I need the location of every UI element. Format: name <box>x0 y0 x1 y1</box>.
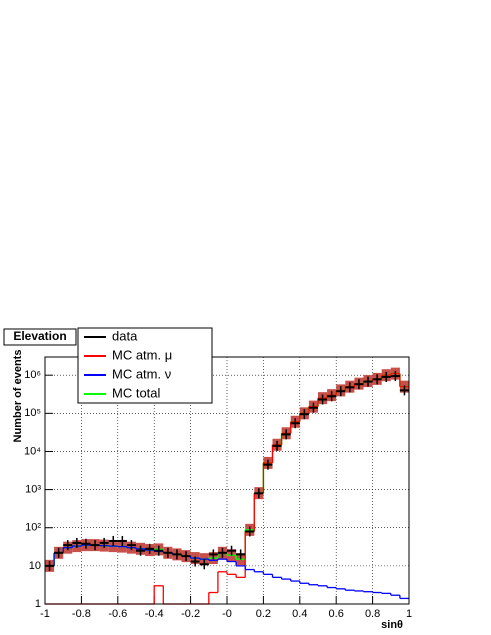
y-tick-label: 10⁶ <box>24 369 41 381</box>
y-tick-label: 1 <box>35 598 41 610</box>
plot-frame-top <box>44 356 410 605</box>
x-axis-label: sinθ <box>381 619 403 631</box>
y-axis-label: Number of events <box>12 350 24 443</box>
legend-label: MC atm. μ <box>112 347 172 362</box>
y-tick-label: 10³ <box>25 484 41 496</box>
x-tick-label: 0.2 <box>256 608 271 620</box>
x-tick-label: -0.4 <box>145 608 164 620</box>
legend-label: data <box>112 328 138 343</box>
legend-label: MC total <box>112 385 161 400</box>
legend-label: MC atm. ν <box>112 366 171 381</box>
x-tick-label: 1 <box>406 608 412 620</box>
x-tick-label: -1 <box>40 608 50 620</box>
x-tick-label: -0 <box>222 608 232 620</box>
x-tick-label: 0.4 <box>292 608 307 620</box>
x-tick-label: -0.2 <box>181 608 200 620</box>
x-tick-label: -0.8 <box>72 608 91 620</box>
x-tick-label: -0.6 <box>108 608 127 620</box>
chart-title: Elevation <box>13 329 66 343</box>
y-tick-label: 10⁴ <box>24 445 41 457</box>
x-tick-label: 0.6 <box>329 608 344 620</box>
y-tick-label: 10 <box>29 560 41 572</box>
y-tick-label: 10⁵ <box>24 407 41 419</box>
title-box <box>3 328 77 346</box>
legend-box <box>77 327 213 404</box>
y-tick-label: 10² <box>25 522 41 534</box>
x-tick-label: 0.8 <box>365 608 380 620</box>
